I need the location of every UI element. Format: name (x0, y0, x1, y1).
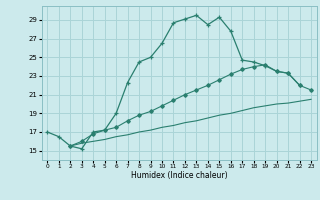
X-axis label: Humidex (Indice chaleur): Humidex (Indice chaleur) (131, 171, 228, 180)
